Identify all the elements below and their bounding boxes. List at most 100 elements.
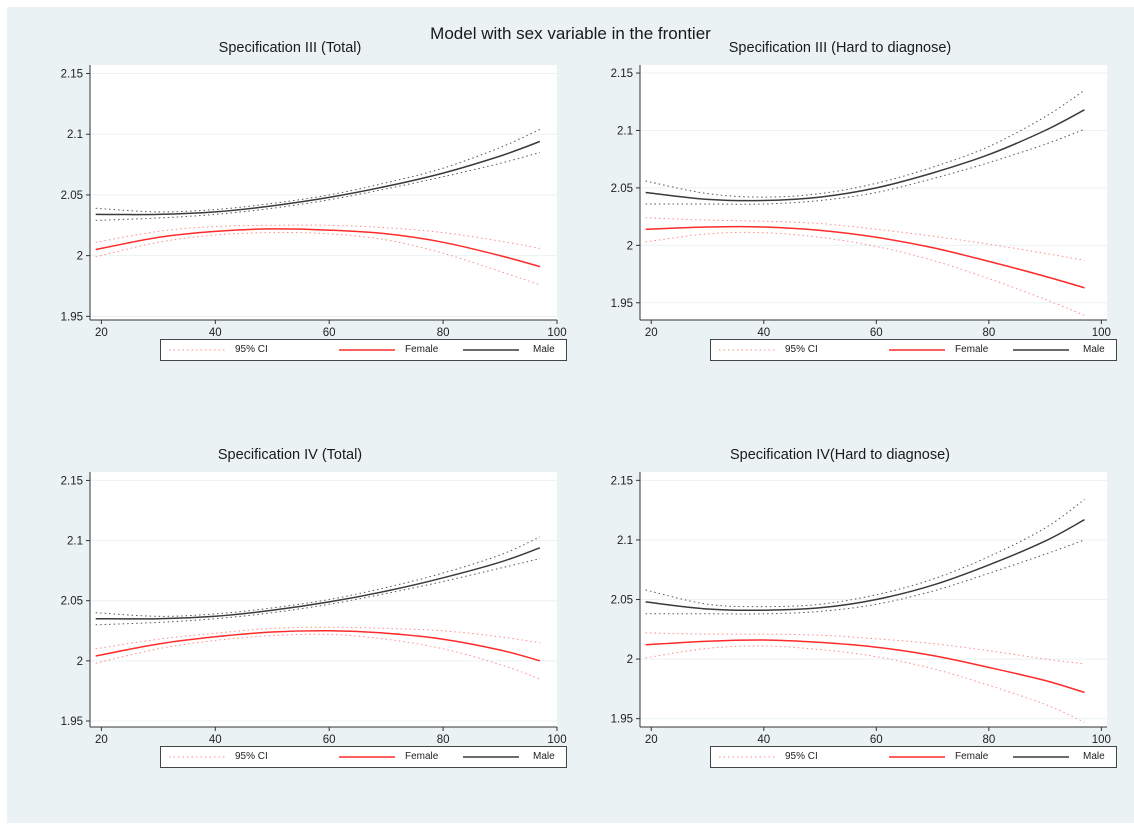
male-series-line: [645, 519, 1085, 612]
y-tick-label: 2: [627, 240, 633, 252]
legend-female-label: Female: [405, 344, 439, 355]
female-swatch: [889, 349, 945, 351]
male-ci-upper-line: [95, 536, 541, 617]
y-tick-label: 2: [77, 251, 83, 263]
male-series-line: [95, 140, 541, 216]
x-tick-label: 40: [757, 327, 770, 339]
x-tick-label: 100: [1092, 734, 1111, 746]
legend: 95% CI Female Male: [160, 746, 567, 768]
legend-ci-label: 95% CI: [785, 344, 818, 355]
plot-area: 1.95 2 2.05 2.1 2.15 20 40 60 80 100: [61, 472, 567, 746]
ci-swatch: [719, 756, 775, 758]
y-tick-label: 1.95: [61, 311, 83, 323]
legend: 95% CI Female Male: [160, 339, 567, 361]
male-series-line: [645, 109, 1085, 202]
plot-background: [640, 65, 1107, 320]
panel-spec3-hard: Specification III (Hard to diagnose) 1.9…: [600, 40, 1117, 380]
x-tick-label: 60: [323, 327, 336, 339]
male-ci-upper-line: [95, 128, 541, 213]
y-tick-label: 2.05: [611, 595, 633, 607]
legend: 95% CI Female Male: [710, 339, 1117, 361]
ci-swatch: [169, 756, 225, 758]
x-tick-label: 20: [95, 734, 108, 746]
x-tick-label: 40: [209, 327, 222, 339]
legend-ci-label: 95% CI: [235, 344, 268, 355]
female-ci-lower-line: [645, 231, 1085, 316]
male-swatch: [463, 756, 519, 758]
panel-spec3-total: Specification III (Total) 1.95 2 2.05 2.1 2.…: [50, 40, 567, 380]
y-tick-label: 2.05: [61, 190, 83, 202]
legend-ci-label: 95% CI: [235, 751, 268, 762]
legend-female-label: Female: [405, 751, 439, 762]
panel-title: Specification IV (Total): [217, 447, 363, 463]
x-tick-label: 100: [1092, 327, 1111, 339]
x-tick-label: 80: [437, 734, 450, 746]
y-tick-label: 2.1: [617, 125, 633, 137]
x-tick-label: 20: [645, 327, 658, 339]
female-swatch: [339, 349, 395, 351]
y-tick-label: 2.15: [61, 69, 83, 81]
panel-title: Specification IV(Hard to diagnose): [729, 447, 951, 463]
legend-male-label: Male: [533, 751, 555, 762]
male-swatch: [463, 349, 519, 351]
plot-area: 1.95 2 2.05 2.1 2.15 20 40 60 80 100: [61, 65, 567, 339]
plot-background: [90, 65, 557, 320]
female-ci-lower-line: [95, 633, 541, 680]
x-tick-label: 80: [982, 327, 995, 339]
male-ci-lower-line: [95, 151, 541, 221]
male-series-line: [95, 547, 541, 620]
female-series-line: [645, 639, 1085, 694]
legend-male-label: Male: [533, 344, 555, 355]
plot-area: 1.95 2 2.05 2.1 2.15 20 40 60 80 100: [611, 472, 1111, 746]
male-ci-lower-line: [95, 558, 541, 626]
x-tick-label: 100: [547, 327, 566, 339]
y-tick-label: 2: [77, 656, 83, 668]
y-tick-label: 1.95: [611, 298, 633, 310]
y-tick-label: 2.05: [61, 596, 83, 608]
male-swatch: [1013, 349, 1069, 351]
y-tick-label: 2.1: [617, 535, 633, 547]
ci-swatch: [719, 349, 775, 351]
x-tick-label: 80: [437, 327, 450, 339]
x-tick-label: 60: [870, 327, 883, 339]
legend-male-label: Male: [1083, 751, 1105, 762]
female-series-line: [95, 630, 541, 662]
female-ci-lower-line: [645, 645, 1085, 723]
female-series-line: [645, 225, 1085, 289]
x-tick-label: 60: [870, 734, 883, 746]
plot-background: [90, 472, 557, 727]
plot-area: 1.95 2 2.05 2.1 2.15 20 40 60 80 100: [611, 65, 1111, 339]
legend-male-label: Male: [1083, 344, 1105, 355]
y-tick-label: 1.95: [61, 716, 83, 728]
panel-title: Specification III (Hard to diagnose): [728, 40, 952, 56]
female-swatch: [339, 756, 395, 758]
y-tick-label: 2.1: [67, 129, 83, 141]
legend-female-label: Female: [955, 344, 989, 355]
x-tick-label: 80: [982, 734, 995, 746]
y-tick-label: 2: [627, 654, 633, 666]
x-tick-label: 20: [645, 734, 658, 746]
panel-spec4-hard: Specification IV(Hard to diagnose) 1.95 2…: [600, 447, 1117, 787]
y-tick-label: 2.15: [611, 475, 633, 487]
x-tick-label: 40: [209, 734, 222, 746]
legend: 95% CI Female Male: [710, 746, 1117, 768]
figure: Model with sex variable in the frontier …: [7, 7, 1134, 823]
figure-title: Model with sex variable in the frontier: [430, 24, 711, 43]
female-ci-upper-line: [645, 632, 1085, 665]
female-ci-upper-line: [95, 224, 540, 249]
y-tick-label: 2.15: [61, 475, 83, 487]
x-tick-label: 100: [547, 734, 566, 746]
ci-swatch: [169, 349, 225, 351]
y-tick-label: 1.95: [611, 714, 633, 726]
legend-ci-label: 95% CI: [785, 751, 818, 762]
female-ci-upper-line: [95, 626, 540, 650]
y-tick-label: 2.15: [611, 68, 633, 80]
x-tick-label: 20: [95, 327, 108, 339]
female-series-line: [95, 228, 541, 268]
panel-title: Specification III (Total): [218, 40, 362, 56]
y-tick-label: 2.1: [67, 536, 83, 548]
panel-spec4-total: Specification IV (Total) 1.95 2 2.05 2.1 2.1…: [50, 447, 567, 787]
x-tick-label: 60: [323, 734, 336, 746]
female-swatch: [889, 756, 945, 758]
male-swatch: [1013, 756, 1069, 758]
